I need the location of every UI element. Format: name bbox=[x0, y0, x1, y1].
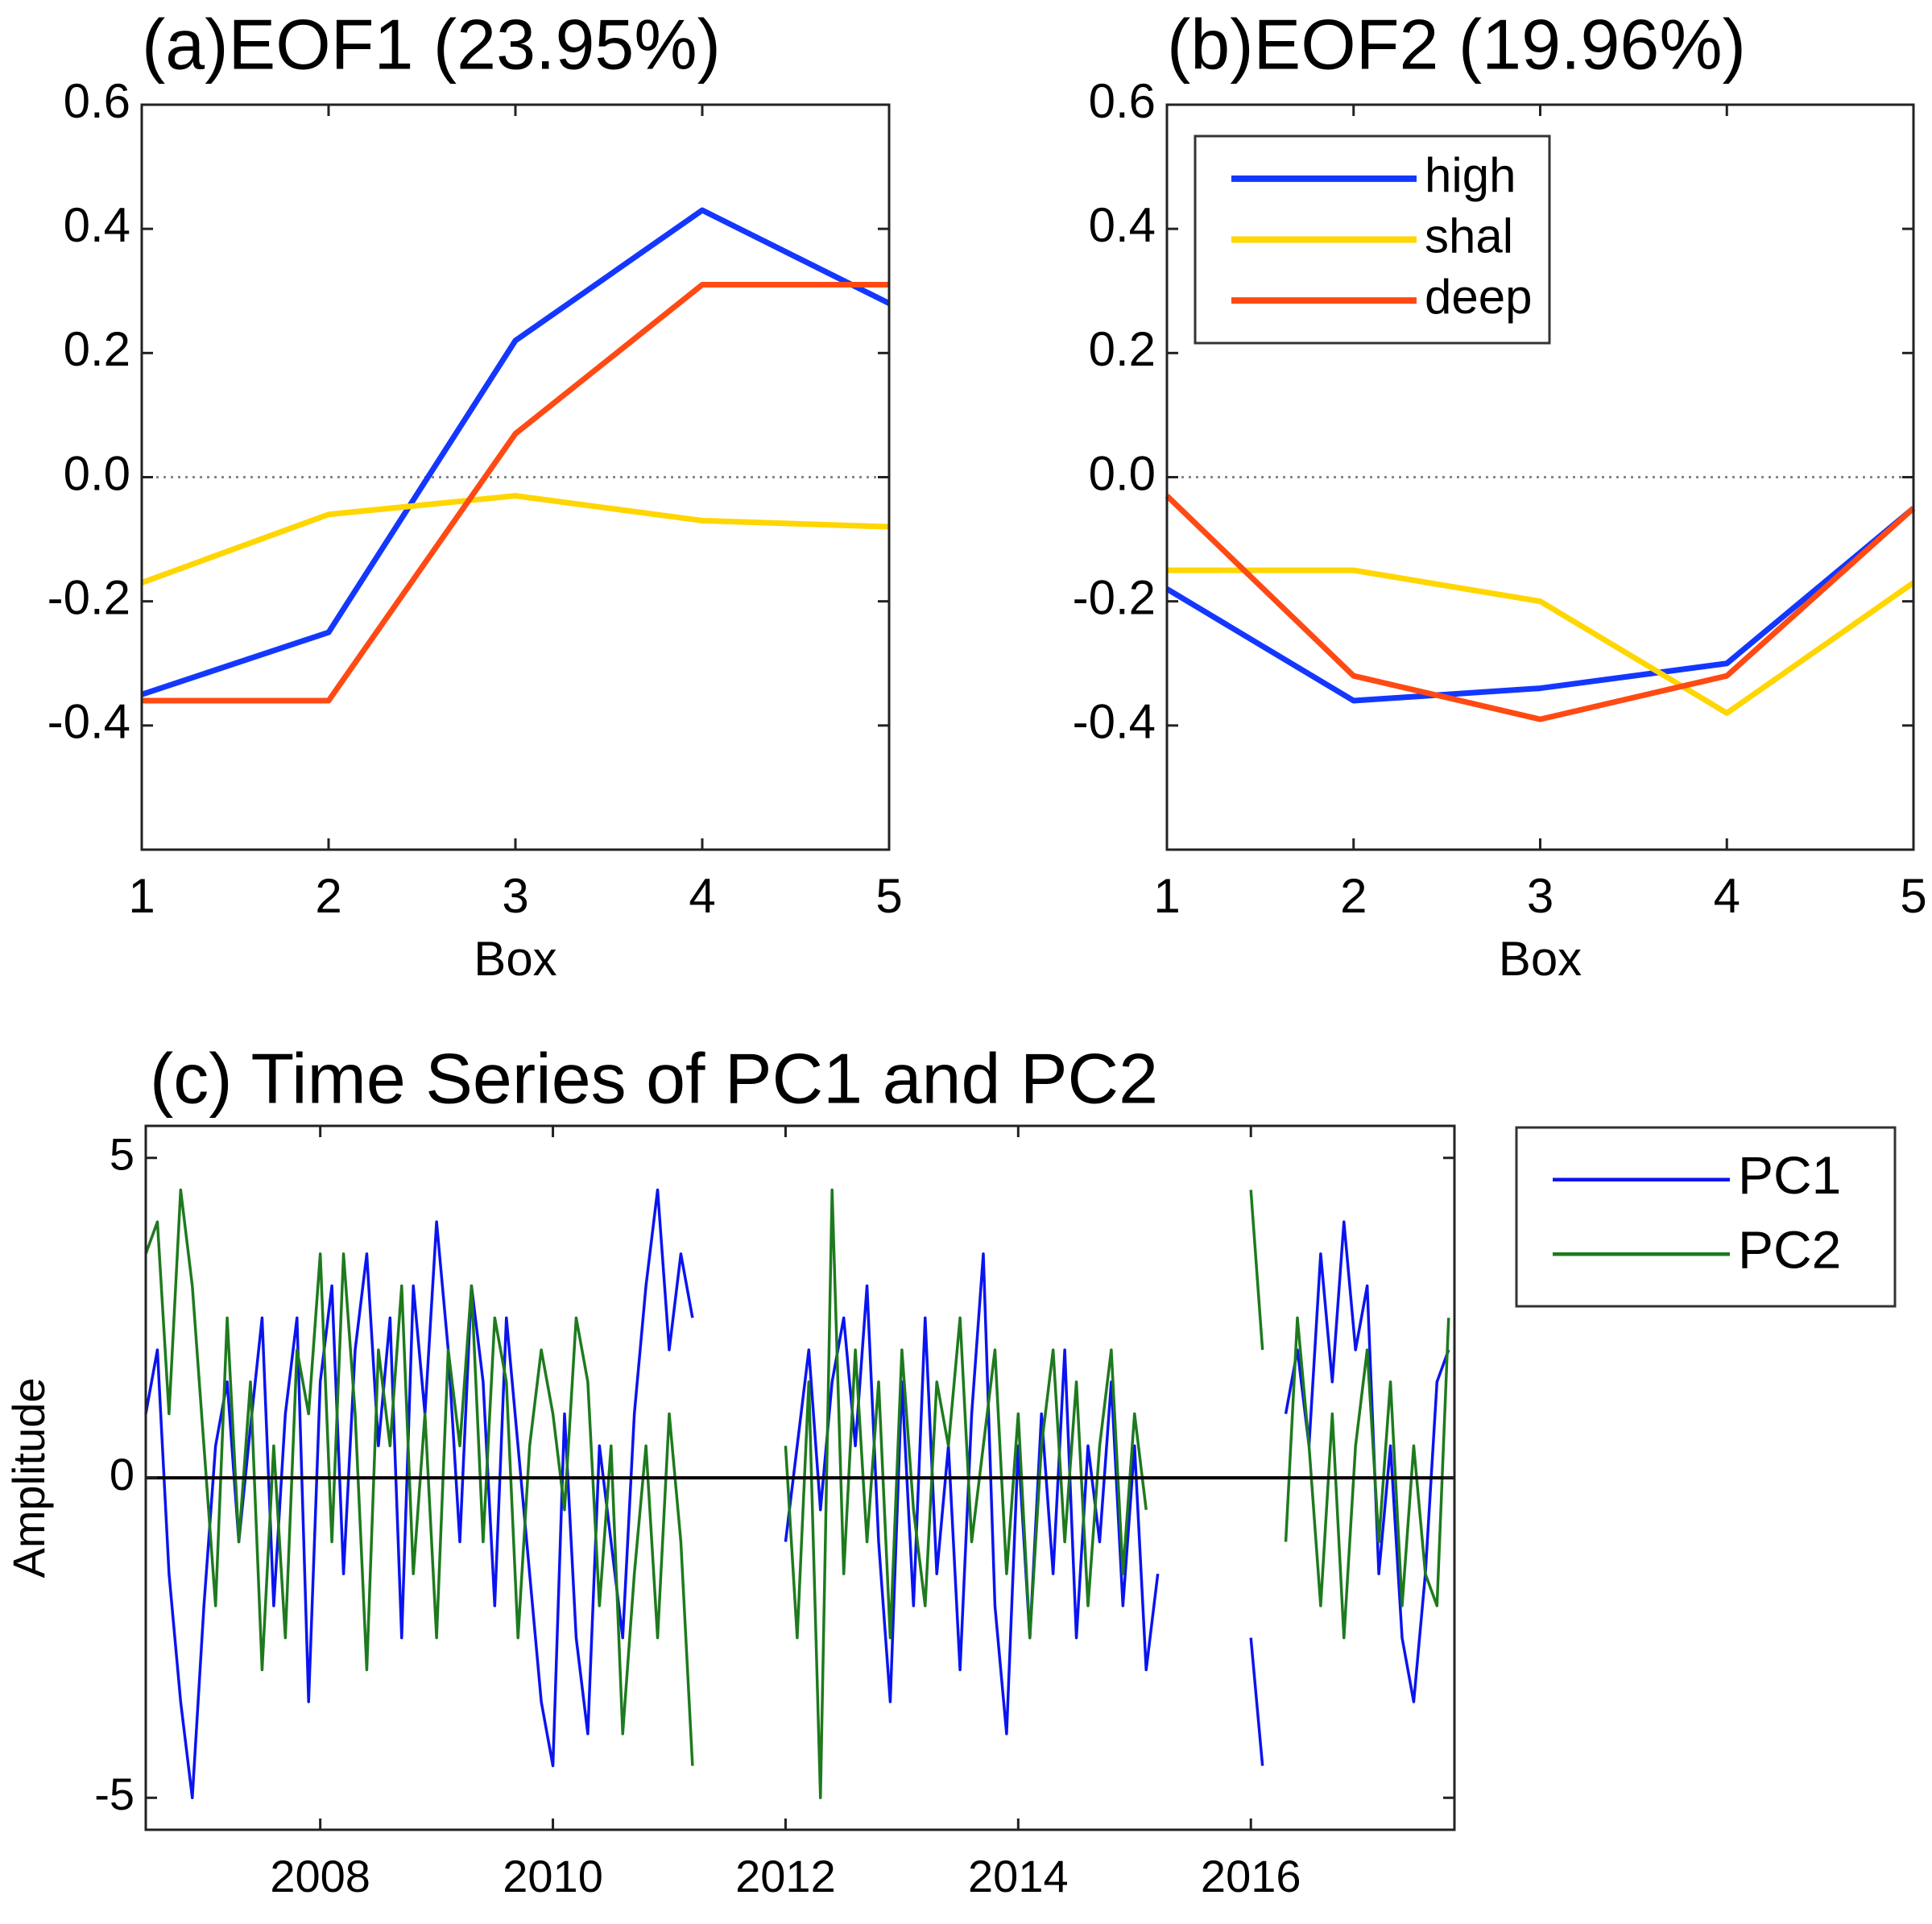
y-tick-label: -0.4 bbox=[1073, 695, 1156, 749]
x-tick-label: 3 bbox=[502, 869, 528, 923]
x-tick-label: 5 bbox=[875, 869, 902, 923]
x-axis-label: Box bbox=[474, 932, 556, 986]
x-tick-label: 2008 bbox=[270, 1851, 370, 1901]
series-line bbox=[144, 1188, 1450, 1800]
y-tick-label: 0 bbox=[110, 1449, 134, 1500]
chart-title: (c) Time Series of PC1 and PC2 bbox=[150, 1038, 1158, 1118]
y-tick-label: 0.4 bbox=[64, 198, 130, 252]
plot-background bbox=[142, 105, 889, 850]
x-tick-label: 2 bbox=[315, 869, 341, 923]
y-tick-label: -0.2 bbox=[48, 571, 130, 625]
series-line bbox=[142, 282, 889, 704]
y-axis-label: Amplitude bbox=[3, 1377, 54, 1578]
legend-label: PC2 bbox=[1738, 1220, 1841, 1280]
y-tick-label: -0.4 bbox=[48, 695, 130, 749]
x-tick-label: 1 bbox=[1153, 869, 1180, 923]
y-tick-label: 0.6 bbox=[1089, 74, 1156, 128]
legend-label: PC1 bbox=[1738, 1145, 1841, 1205]
y-tick-label: 0.2 bbox=[64, 322, 130, 376]
legend-label: deep bbox=[1425, 270, 1532, 324]
series-line bbox=[140, 207, 891, 697]
series-line bbox=[140, 493, 890, 585]
y-tick-label: -5 bbox=[94, 1769, 134, 1819]
x-tick-label: 2 bbox=[1340, 869, 1367, 923]
x-tick-label: 1 bbox=[128, 869, 155, 923]
legend-label: high bbox=[1425, 148, 1516, 202]
series-line bbox=[1165, 506, 1916, 704]
x-tick-label: 2012 bbox=[735, 1851, 836, 1901]
y-tick-label: 0.0 bbox=[64, 446, 130, 500]
chart-title: (b)EOF2 (19.96%) bbox=[1167, 4, 1746, 84]
x-tick-label: 2014 bbox=[968, 1851, 1069, 1901]
x-tick-label: 2010 bbox=[503, 1851, 603, 1901]
y-tick-label: 0.4 bbox=[1089, 198, 1156, 252]
x-tick-label: 3 bbox=[1527, 869, 1553, 923]
x-tick-label: 5 bbox=[1900, 869, 1926, 923]
x-axis-label: Box bbox=[1499, 932, 1582, 986]
x-tick-label: 4 bbox=[1714, 869, 1740, 923]
x-tick-label: 2016 bbox=[1201, 1851, 1301, 1901]
y-tick-label: 0.6 bbox=[64, 74, 130, 128]
series-line bbox=[144, 1188, 1450, 1800]
y-tick-label: -0.2 bbox=[1073, 571, 1156, 625]
legend-label: shal bbox=[1425, 209, 1513, 263]
chart-title: (a)EOF1 (23.95%) bbox=[142, 4, 721, 84]
y-tick-label: 0.0 bbox=[1089, 446, 1156, 500]
y-tick-label: 5 bbox=[110, 1129, 134, 1180]
x-tick-label: 4 bbox=[689, 869, 715, 923]
y-tick-label: 0.2 bbox=[1089, 322, 1156, 376]
series-line bbox=[1165, 494, 1916, 722]
legend-box bbox=[1515, 1126, 1897, 1308]
series-line bbox=[1167, 567, 1916, 716]
